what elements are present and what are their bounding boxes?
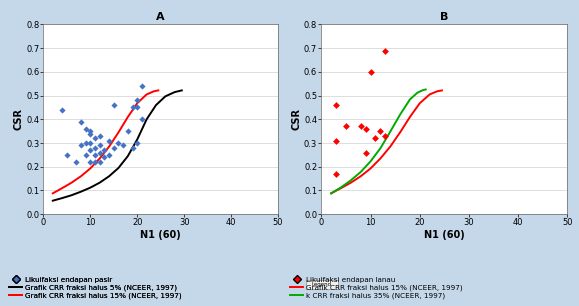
Point [114,141,123,146]
Point [137,84,146,89]
Point [104,138,113,143]
Point [376,129,385,134]
Point [86,148,95,153]
Point [133,105,142,110]
Point [95,143,104,148]
Point [356,124,365,129]
Point [72,160,81,165]
Point [133,98,142,103]
Point [86,160,95,165]
Point [371,136,380,141]
Point [361,126,371,131]
Point [90,152,100,157]
Point [119,143,128,148]
Point [62,152,72,157]
X-axis label: N1 (60): N1 (60) [424,230,465,240]
Point [86,141,95,146]
Point [128,105,137,110]
Point [381,48,390,53]
Point [100,155,109,160]
Point [95,160,104,165]
Point [81,126,90,131]
Point [104,152,113,157]
Point [133,141,142,146]
Y-axis label: CSR: CSR [291,108,301,130]
Legend: Likuifaksi endapan lanau, Grafik CRR fraksi halus 15% (NCEER, 1997), k CRR fraks: Likuifaksi endapan lanau, Grafik CRR fra… [290,277,463,299]
Point [381,133,390,138]
Point [109,145,119,150]
Point [90,145,100,150]
Y-axis label: CSR: CSR [13,108,23,130]
Point [331,138,340,143]
Point [137,117,146,122]
Point [123,129,133,134]
Point [95,150,104,155]
Point [57,107,67,112]
Title: A: A [156,12,165,22]
Point [81,152,90,157]
Point [86,131,95,136]
Title: B: B [440,12,449,22]
Point [76,143,86,148]
Point [90,160,100,165]
Point [76,119,86,124]
Point [100,148,109,153]
Point [81,141,90,146]
Point [95,133,104,138]
Point [90,136,100,141]
Legend: Likuifaksi endapan pasir, Grafik CRR fraksi halus 5% (NCEER, 1997), Grafik CRR f: Likuifaksi endapan pasir, Grafik CRR fra… [9,277,182,299]
Point [331,171,340,176]
X-axis label: N1 (60): N1 (60) [140,230,181,240]
Point [86,129,95,134]
Point [361,150,371,155]
Point [342,124,351,129]
Point [109,103,119,107]
Point [128,145,137,150]
Text: Legend: Legend [312,282,332,287]
Point [331,103,340,107]
Point [366,69,375,74]
